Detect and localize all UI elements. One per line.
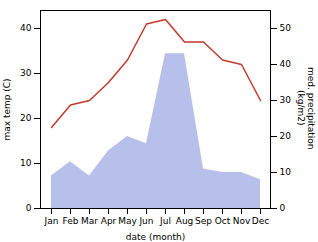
svg-text:30: 30 [280, 95, 292, 105]
svg-text:Oct: Oct [215, 216, 231, 226]
svg-text:30: 30 [20, 68, 32, 78]
html-text:med. precipitation (kg/m2): med. precipitation (kg/m2) [295, 66, 316, 150]
svg-text:May: May [118, 216, 137, 226]
svg-text:Jul: Jul [159, 216, 171, 226]
svg-text:20: 20 [20, 113, 32, 123]
svg-text:50: 50 [280, 23, 292, 33]
svg-text:10: 10 [280, 167, 292, 177]
svg-text:Nov: Nov [233, 216, 251, 226]
svg-text:10: 10 [20, 158, 32, 168]
svg-text:Feb: Feb [63, 216, 79, 226]
svg-text:20: 20 [280, 131, 292, 141]
svg-text:Sep: Sep [195, 216, 212, 226]
svg-text:0: 0 [26, 203, 32, 213]
svg-text:Mar: Mar [81, 216, 98, 226]
svg-text:40: 40 [20, 23, 32, 33]
svg-text:max temp (C): max temp (C) [2, 78, 12, 140]
svg-text:Aug: Aug [176, 216, 194, 226]
svg-text:Apr: Apr [101, 216, 117, 226]
svg-text:date (month): date (month) [126, 232, 185, 242]
svg-text:0: 0 [280, 203, 286, 213]
svg-text:Dec: Dec [252, 216, 269, 226]
svg-text:40: 40 [280, 59, 292, 69]
svg-text:Jun: Jun [138, 216, 153, 226]
svg-text:Jan: Jan [44, 216, 59, 226]
